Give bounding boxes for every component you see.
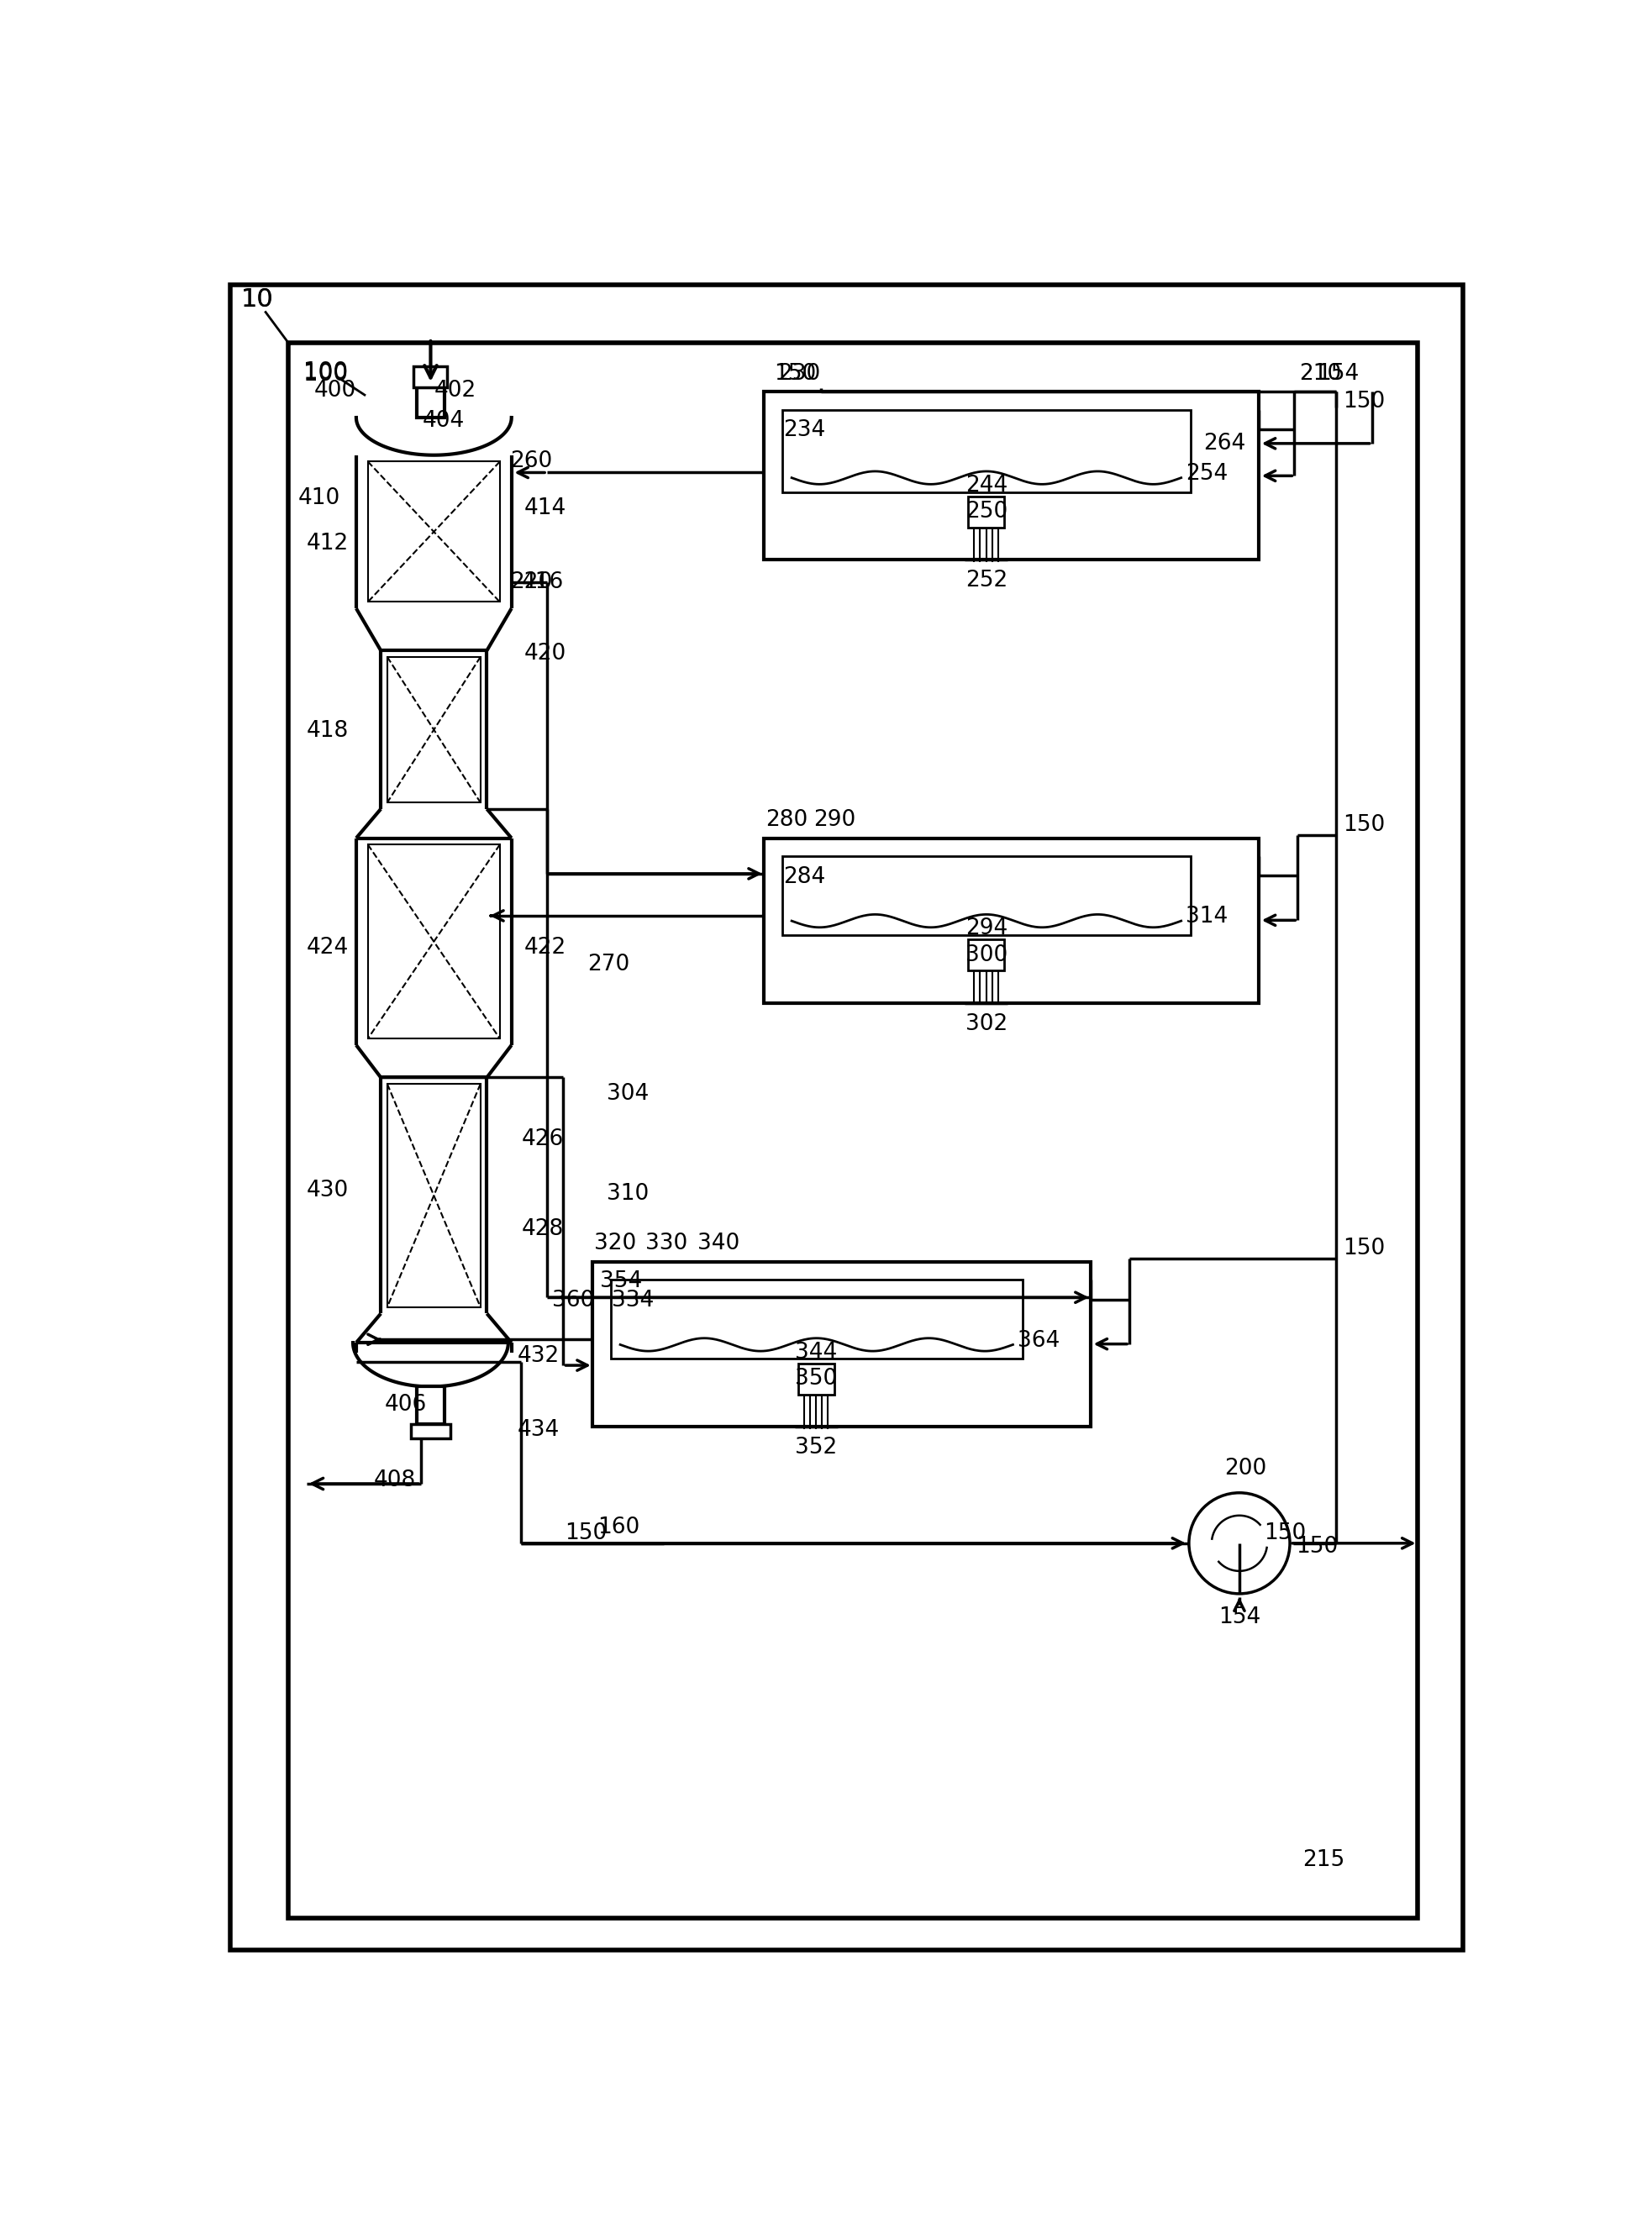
Text: 422: 422 <box>524 936 567 958</box>
Text: 408: 408 <box>373 1469 416 1492</box>
Bar <box>368 463 501 602</box>
Text: 270: 270 <box>588 954 629 976</box>
Text: 352: 352 <box>795 1436 838 1458</box>
Text: 402: 402 <box>434 378 476 401</box>
Text: 284: 284 <box>783 865 826 887</box>
Text: 424: 424 <box>306 936 349 958</box>
Text: 160: 160 <box>596 1516 639 1538</box>
Bar <box>611 1279 1023 1359</box>
Text: 150: 150 <box>773 363 816 385</box>
Text: 416: 416 <box>522 571 563 593</box>
Bar <box>413 367 448 387</box>
Text: 10: 10 <box>241 288 274 312</box>
Bar <box>763 392 1259 560</box>
Text: 252: 252 <box>965 569 1008 591</box>
Text: 200: 200 <box>1224 1458 1267 1480</box>
Text: 330: 330 <box>646 1233 687 1255</box>
Text: 280: 280 <box>765 810 808 830</box>
Text: 334: 334 <box>611 1290 654 1312</box>
Bar <box>593 1261 1090 1427</box>
Text: 150: 150 <box>565 1523 606 1545</box>
Text: 354: 354 <box>600 1270 643 1292</box>
Text: 430: 430 <box>306 1180 349 1202</box>
Text: 350: 350 <box>795 1368 838 1390</box>
Text: 154: 154 <box>1218 1607 1260 1629</box>
Text: 210: 210 <box>1298 363 1341 385</box>
Text: 260: 260 <box>510 449 552 471</box>
Bar <box>416 1388 444 1425</box>
Text: 234: 234 <box>783 420 826 440</box>
Text: 310: 310 <box>606 1184 649 1204</box>
Text: 300: 300 <box>965 945 1008 967</box>
Text: 412: 412 <box>306 533 349 555</box>
Bar <box>368 845 501 1038</box>
Text: 264: 264 <box>1203 432 1246 454</box>
Bar <box>763 839 1259 1002</box>
Text: 150: 150 <box>1343 1237 1384 1259</box>
Text: 344: 344 <box>795 1341 838 1363</box>
Bar <box>387 1084 481 1308</box>
Text: 432: 432 <box>517 1346 560 1368</box>
Text: 100: 100 <box>304 361 349 385</box>
Text: 290: 290 <box>814 810 856 830</box>
Text: 406: 406 <box>385 1394 428 1416</box>
Bar <box>781 409 1191 491</box>
Text: 150: 150 <box>1343 389 1384 412</box>
Text: 150: 150 <box>1343 814 1384 837</box>
Bar <box>968 496 1004 527</box>
Text: 426: 426 <box>522 1129 563 1151</box>
Text: 100: 100 <box>304 363 349 385</box>
Bar <box>287 343 1417 1919</box>
Text: 404: 404 <box>423 409 464 432</box>
Text: 250: 250 <box>965 500 1008 522</box>
Text: 420: 420 <box>524 642 567 664</box>
Bar <box>798 1363 834 1394</box>
Text: 304: 304 <box>606 1082 649 1104</box>
Text: 254: 254 <box>1186 463 1227 485</box>
Text: 400: 400 <box>314 378 355 401</box>
Text: 414: 414 <box>524 498 567 520</box>
Text: 302: 302 <box>965 1014 1008 1036</box>
Text: 364: 364 <box>1018 1330 1061 1352</box>
Text: 294: 294 <box>965 918 1008 941</box>
Text: 230: 230 <box>778 363 821 385</box>
Text: 340: 340 <box>697 1233 740 1255</box>
Text: 215: 215 <box>1302 1850 1345 1872</box>
Text: 220: 220 <box>510 571 552 593</box>
Text: 150: 150 <box>1295 1536 1338 1558</box>
Bar <box>416 387 444 418</box>
Bar <box>387 657 481 803</box>
Bar <box>968 941 1004 972</box>
Text: 434: 434 <box>517 1419 560 1441</box>
Text: 320: 320 <box>595 1233 636 1255</box>
Text: 150: 150 <box>1264 1523 1305 1545</box>
Text: 154: 154 <box>1317 363 1360 385</box>
Text: 428: 428 <box>522 1219 563 1241</box>
Text: 10: 10 <box>241 288 274 312</box>
Bar <box>781 856 1191 936</box>
Bar <box>411 1425 451 1438</box>
Text: 410: 410 <box>299 487 340 509</box>
Text: 314: 314 <box>1186 905 1227 927</box>
Text: 418: 418 <box>306 721 349 741</box>
Text: 244: 244 <box>965 474 1008 496</box>
Text: 360: 360 <box>552 1290 595 1312</box>
